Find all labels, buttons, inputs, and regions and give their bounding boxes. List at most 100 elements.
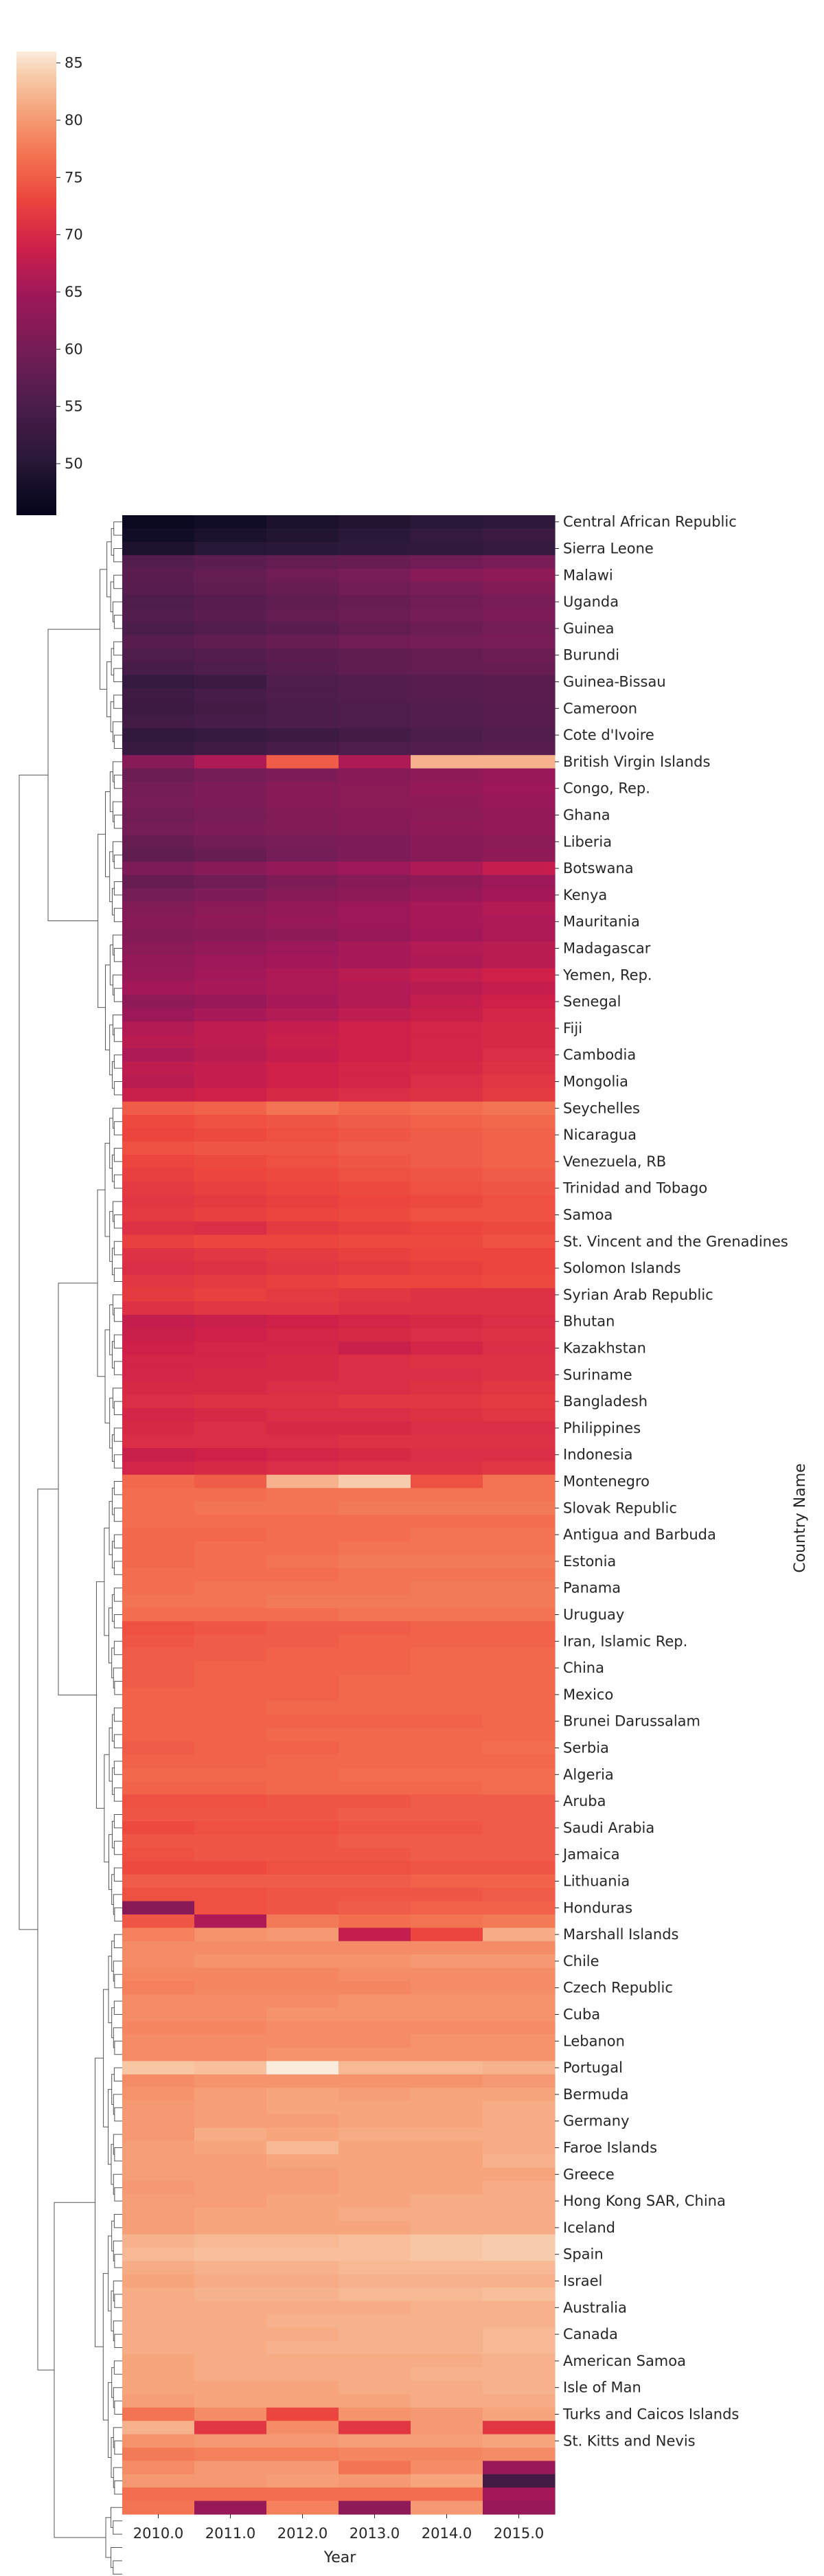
heatmap-cell	[266, 1474, 339, 1489]
column-tick-labels: 2010.0 2011.0 2012.0 2013.0 2014.0 2015.0	[133, 2514, 544, 2542]
heatmap-cell	[266, 675, 339, 689]
heatmap-cell	[483, 1821, 556, 1835]
heatmap-cell	[339, 1474, 411, 1489]
heatmap-cell	[339, 1234, 411, 1249]
heatmap-cell	[122, 715, 195, 729]
heatmap-cell	[411, 1168, 483, 1182]
heatmap-cell	[411, 2301, 483, 2315]
heatmap-cell	[194, 982, 267, 995]
dendrogram-link	[111, 2367, 115, 2398]
dendrogram-link	[113, 2467, 122, 2488]
heatmap-cell	[122, 1781, 195, 1795]
heatmap-cell	[483, 608, 556, 622]
heatmap-cell	[411, 1328, 483, 1342]
heatmap-cell	[339, 2234, 411, 2248]
heatmap-cell	[483, 2181, 556, 2195]
heatmap-cell	[122, 1741, 195, 1755]
heatmap-cell	[483, 1328, 556, 1342]
dendrogram-link	[105, 2517, 111, 2558]
heatmap-cell	[266, 2061, 339, 2075]
heatmap-cell	[483, 874, 556, 889]
dendrogram-link	[113, 2560, 122, 2575]
row-tick-label: St. Kitts and Nevis	[563, 2432, 696, 2449]
heatmap-cell	[483, 768, 556, 782]
heatmap-cell	[411, 1941, 483, 1955]
heatmap-cell	[411, 1474, 483, 1489]
dendrogram-link	[112, 1388, 122, 1409]
row-tick-label: Iceland	[563, 2219, 615, 2236]
heatmap-cell	[483, 622, 556, 636]
heatmap-cell	[339, 2074, 411, 2088]
row-tick-label: Guinea-Bissau	[563, 674, 666, 690]
heatmap-cell	[266, 1541, 339, 1555]
heatmap-cell	[483, 1355, 556, 1369]
dendrogram-link	[113, 2427, 122, 2448]
heatmap-cell	[483, 1967, 556, 1982]
heatmap-cell	[483, 1701, 556, 1715]
row-tick-label: Honduras	[563, 1899, 632, 1916]
heatmap-cell	[411, 1674, 483, 1688]
heatmap-cell	[483, 901, 556, 916]
heatmap-cell	[483, 2500, 556, 2515]
row-tick-label: Mongolia	[563, 1074, 628, 1090]
heatmap-cell	[339, 741, 411, 756]
dendrogram-link	[113, 1534, 122, 1548]
heatmap-cell	[339, 928, 411, 942]
heatmap-cell	[339, 1848, 411, 1862]
heatmap-cell	[194, 555, 267, 569]
heatmap-cell	[194, 1248, 267, 1262]
heatmap-cell	[411, 1741, 483, 1755]
heatmap-cell	[339, 768, 411, 782]
heatmap-cell	[122, 1928, 195, 1942]
heatmap-cell	[339, 1074, 411, 1089]
heatmap-cell	[339, 1248, 411, 1262]
heatmap-cell	[411, 595, 483, 609]
row-tick-label: Canada	[563, 2326, 618, 2342]
heatmap-cell	[194, 1315, 267, 1329]
heatmap-cell	[266, 1688, 339, 1702]
heatmap-cell	[483, 755, 556, 769]
heatmap-cell	[266, 2394, 339, 2408]
heatmap-cell	[194, 2140, 267, 2155]
heatmap-cell	[122, 515, 195, 529]
heatmap-cell	[411, 755, 483, 769]
heatmap-cell	[411, 1074, 483, 1089]
row-tick-label: Lebanon	[563, 2033, 625, 2049]
dendrogram-link	[113, 1427, 122, 1442]
dendrogram-link	[108, 1956, 112, 2024]
heatmap-cell	[266, 1594, 339, 1609]
heatmap-cell	[483, 2274, 556, 2288]
heatmap-cell	[266, 2221, 339, 2235]
heatmap-cell	[339, 2021, 411, 2035]
row-tick-label: Solomon Islands	[563, 1260, 681, 1276]
row-tick-label: Saudi Arabia	[563, 1820, 654, 1836]
heatmap-cell	[266, 1061, 339, 1076]
dendrogram-link	[97, 1189, 106, 1377]
heatmap-cell	[122, 2287, 195, 2302]
heatmap-cell	[122, 901, 195, 916]
heatmap-cell	[339, 1821, 411, 1835]
heatmap-cell	[411, 2261, 483, 2275]
heatmap-cell	[483, 1461, 556, 1476]
heatmap-cell	[411, 728, 483, 743]
heatmap-cell	[411, 2181, 483, 2195]
heatmap-cell	[194, 1474, 267, 1489]
heatmap-cell	[339, 515, 411, 529]
heatmap-cell	[483, 1914, 556, 1928]
heatmap-cell	[411, 968, 483, 982]
heatmap-cell	[266, 1248, 339, 1262]
heatmap-cell	[483, 1648, 556, 1662]
row-tick-label: Venezuela, RB	[563, 1153, 666, 1170]
row-tick-label: Seychelles	[563, 1100, 640, 1116]
dendrogram-link	[114, 2187, 122, 2202]
row-tick-label: Mauritania	[563, 914, 640, 930]
heatmap-cell	[266, 1994, 339, 2009]
heatmap-cell	[194, 955, 267, 969]
heatmap-cell	[122, 1434, 195, 1449]
heatmap-cell	[266, 2127, 339, 2142]
heatmap-cell	[339, 608, 411, 622]
heatmap-cell	[411, 1928, 483, 1942]
heatmap-cell	[411, 1208, 483, 1222]
heatmap-cell	[266, 1954, 339, 1969]
row-tick-label: Portugal	[563, 2059, 623, 2076]
